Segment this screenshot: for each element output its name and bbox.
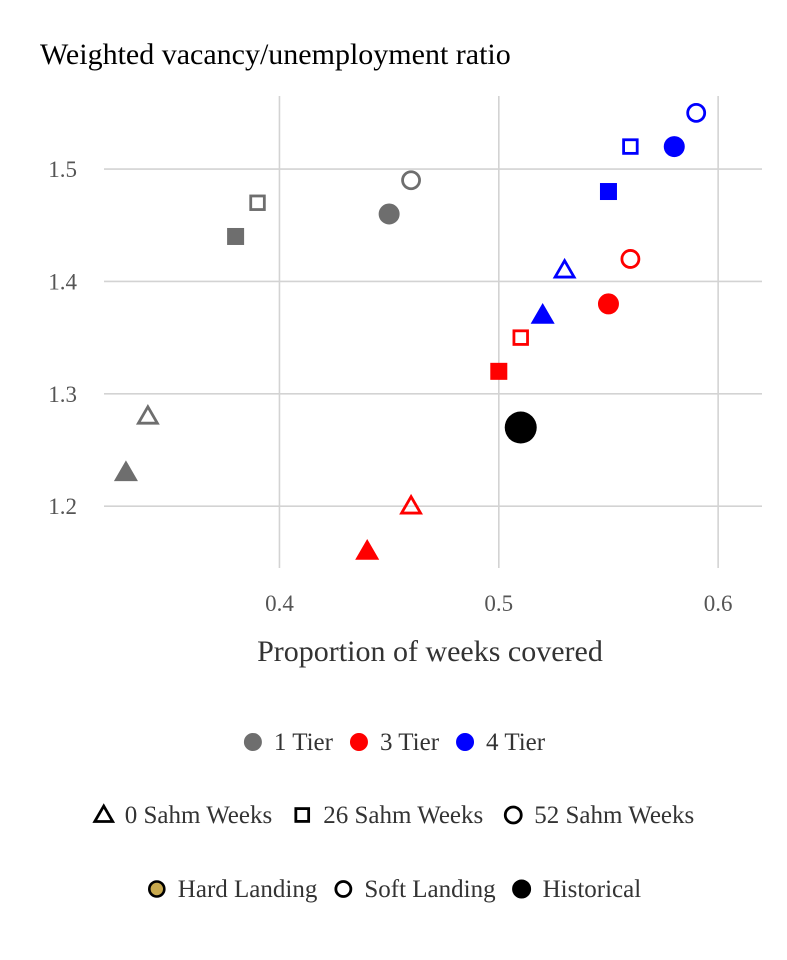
chart-title: Weighted vacancy/unemployment ratio [40,38,511,71]
legend-key-1-tier [243,733,262,751]
x-tick-label: 0.5 [484,591,513,616]
1-tier-circle-soft-point [401,170,421,191]
legend-label: 0 Sahm Weeks [125,802,273,829]
1-tier-triangle-soft-point [135,404,160,425]
legend-label: 52 Sahm Weeks [534,802,694,829]
legend-label: Soft Landing [364,876,496,903]
legend-label: 3 Tier [380,729,440,756]
grid-lines [104,96,762,568]
legend-key-square [294,807,311,823]
legend-label: Hard Landing [178,876,318,903]
4-tier-square-hard-point [599,183,617,201]
legend-label: 1 Tier [274,729,334,756]
x-tick-label: 0.4 [265,591,294,616]
legend-key-circle [503,805,523,825]
legend-key-triangle [92,803,116,823]
3-tier-circle-hard-point [597,293,619,315]
4-tier-square-soft-point [622,138,639,155]
legend-label: Historical [543,876,642,903]
1-tier-square-hard-point [227,227,245,245]
y-tick-label: 1.3 [48,382,77,407]
legend-key-soft-landing [334,880,353,898]
3-tier-triangle-hard-point [355,538,380,560]
y-tick-label: 1.4 [48,269,77,294]
4-tier-triangle-hard-point [530,302,555,324]
4-tier-circle-hard-point [663,136,685,158]
legend-label: 26 Sahm Weeks [323,802,483,829]
legend-key-4-tier [456,733,475,751]
y-axis-ticks: 1.2 1.3 1.4 1.5 [48,157,77,519]
x-tick-label: 0.6 [704,591,733,616]
1-tier-circle-hard-point [378,203,400,225]
4-tier-circle-soft-point [686,102,707,123]
legend: 1 Tier 3 Tier 4 Tier 0 Sahm Weeks 26 Sahm We… [92,729,694,903]
3-tier-square-hard-point [490,362,508,380]
y-tick-label: 1.5 [48,157,77,182]
legend-key-3-tier [349,733,368,751]
3-tier-circle-soft-point [620,249,641,269]
legend-label: 4 Tier [486,729,546,756]
legend-key-hard-landing [148,880,166,898]
data-points [113,102,707,560]
legend-key-historical [512,879,532,899]
x-axis-label: Proportion of weeks covered [257,635,603,668]
4-tier-triangle-soft-point [552,257,577,279]
3-tier-triangle-soft-point [399,493,423,515]
y-tick-label: 1.2 [48,494,77,519]
1-tier-square-soft-point [249,194,266,211]
1-tier-triangle-hard-point [113,460,138,482]
3-tier-square-soft-point [512,329,529,346]
historical-point [504,411,537,444]
x-axis-ticks: 0.4 0.5 0.6 [265,591,732,616]
